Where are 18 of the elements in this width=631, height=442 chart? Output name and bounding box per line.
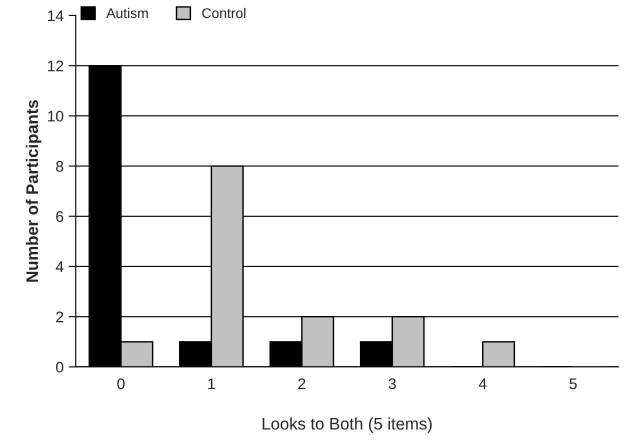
x-tick-label: 3 <box>388 378 396 390</box>
y-tick-label: 6 <box>56 211 64 222</box>
legend-label: Control <box>202 8 246 18</box>
y-tick-label: 0 <box>56 362 64 373</box>
x-tick-label: 1 <box>208 378 215 390</box>
x-tick-label: 2 <box>298 378 306 390</box>
y-tick-label: 4 <box>56 261 64 272</box>
y-tick-label: 8 <box>56 160 64 172</box>
legend-label: Autism <box>106 8 148 18</box>
x-tick-label: 4 <box>478 378 487 390</box>
y-tick-label: 2 <box>56 312 64 322</box>
x-tick-label: 5 <box>570 378 577 390</box>
x-tick-label: 0 <box>117 378 125 390</box>
y-tick-label: 10 <box>48 110 64 122</box>
y-tick-label: 14 <box>48 10 64 22</box>
x-axis-title: Looks to Both (5 items) <box>262 417 432 433</box>
y-tick-label: 12 <box>48 60 64 72</box>
y-axis-title: Number of Participants <box>26 100 42 282</box>
